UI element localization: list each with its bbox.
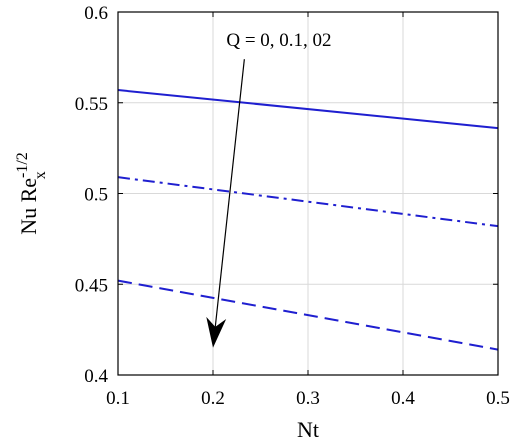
series-line-solid [117,89,499,130]
y-axis-label-superscript: -1/2 [14,152,31,178]
annotation-arrow-head [206,316,227,348]
y-tick-label: 0.4 [84,366,108,387]
grid [117,11,499,376]
x-tick-label: 0.2 [201,388,225,409]
series-line-dashdot [117,176,499,228]
y-tick-label: 0.45 [75,275,108,296]
y-tick-label: 0.55 [75,94,108,115]
series-line-dashed [117,279,499,351]
y-axis-label-main: Nu Re [16,178,41,235]
annotation-label: Q = 0, 0.1, 02 [226,30,331,51]
y-axis-label-subscript: x [32,171,49,179]
x-tick-label: 0.1 [106,388,130,409]
y-tick-label: 0.5 [84,185,108,206]
annotation: Q = 0, 0.1, 02 [206,30,332,348]
series-group [117,89,499,351]
y-axis-label: Nu Re-1/2x [14,152,49,235]
x-tick-label: 0.5 [486,388,510,409]
annotation-arrow-shaft [214,59,245,327]
y-tick-label: 0.6 [84,3,108,24]
x-axis-label: Nt [297,417,319,442]
x-tick-label: 0.4 [391,388,415,409]
x-tick-label: 0.3 [296,388,320,409]
axis-ticks: 0.1 0.2 0.3 0.4 0.5 0.4 0.45 0.5 0.55 0.6 [75,3,510,409]
